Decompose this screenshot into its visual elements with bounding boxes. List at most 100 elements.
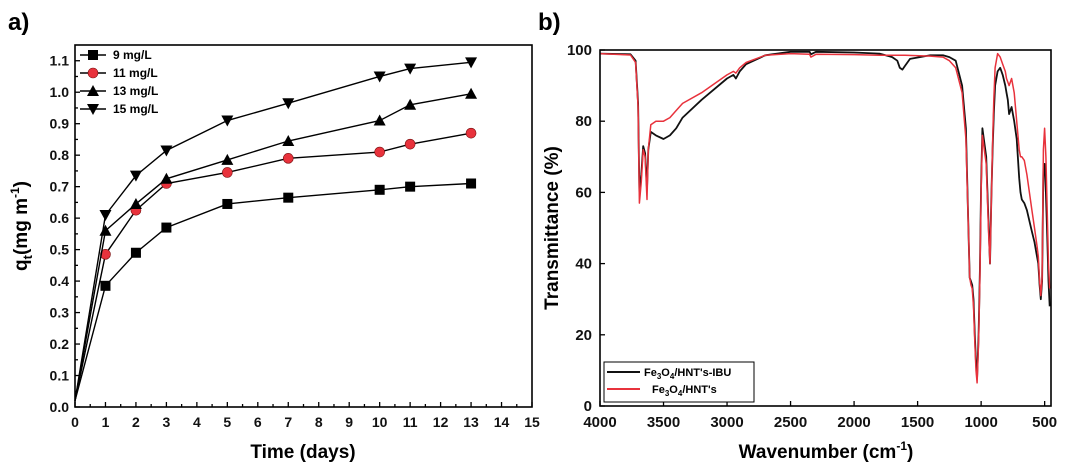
panel-a-y-tick-label: 0.6 <box>50 210 70 226</box>
panel-a-label: a) <box>8 9 29 36</box>
panel-b-legend-label: Fe3O4/HNT's <box>652 384 717 398</box>
panel-b-y-tick-label: 100 <box>567 42 592 59</box>
panel-b-plot-frame <box>599 49 1052 407</box>
panel-a-x-tick-label: 0 <box>71 414 79 430</box>
panel-b-x-tick-label: 1000 <box>964 414 997 431</box>
panel-b-x-tick-label: 4000 <box>583 414 616 431</box>
panel-b-ftir-spectrum: b) 4000 3500 3000 2500 2000 1500 1000 500 0 20 40 6… <box>538 9 1057 463</box>
panel-a-data-point <box>282 135 295 147</box>
panel-a-data-point <box>222 167 233 178</box>
panel-a-x-axis-title: Time (days) <box>250 442 355 463</box>
panel-a-y-tick-label: 0.7 <box>50 179 70 195</box>
panel-a-y-tick-label: 1.0 <box>50 84 70 100</box>
panel-b-x-tick-label: 3500 <box>647 414 680 431</box>
panel-a-y-tick-label: 0.1 <box>50 368 70 384</box>
panel-a-x-tick-label: 9 <box>345 414 353 430</box>
panel-a-x-tick-label: 12 <box>433 414 449 430</box>
panel-a-x-tick-label: 10 <box>372 414 388 430</box>
panel-b-ticks: 4000 3500 3000 2500 2000 1500 1000 500 0 20 40 60 80… <box>567 42 1057 431</box>
panel-b-legend-label: Fe3O4/HNT's-IBU <box>644 367 731 381</box>
panel-b-x-tick-label: 2500 <box>774 414 807 431</box>
panel-a-y-tick-label: 0.4 <box>50 273 70 289</box>
panel-a-data-point <box>465 87 478 99</box>
panel-a-y-tick-label: 0.8 <box>50 147 70 163</box>
panel-a-x-tick-label: 15 <box>524 414 540 430</box>
panel-a-legend-marker <box>87 67 99 79</box>
panel-b-legend-box <box>603 361 755 403</box>
panel-a-data-point <box>404 98 417 110</box>
panel-a-x-tick-label: 1 <box>102 414 110 430</box>
panel-a-data-point <box>466 178 477 189</box>
panel-b-y-tick-label: 20 <box>575 327 592 344</box>
panel-a-x-tick-label: 8 <box>315 414 323 430</box>
panel-b-series <box>599 50 1051 384</box>
panel-a-legend-label: 15 mg/L <box>113 102 158 116</box>
panel-a-data-point <box>160 172 173 184</box>
panel-a-series-line <box>74 182 472 401</box>
panel-a-series-1 <box>74 127 477 401</box>
panel-a-kinetics-chart: a) 0 1 2 3 4 5 6 7 8 9 10 11 12 13 14 150.00.10.20.30.4… <box>8 9 540 463</box>
panel-a-data-point <box>404 63 417 75</box>
panel-a-y-tick-label: 0.2 <box>50 336 70 352</box>
panel-a-data-point <box>465 127 477 139</box>
panel-b-y-tick-label: 80 <box>575 113 592 130</box>
panel-a-x-tick-label: 7 <box>284 414 292 430</box>
panel-a-x-tick-label: 4 <box>193 414 201 430</box>
panel-a-y-axis-title: qt(mg m-1) <box>8 181 35 271</box>
panel-a-y-tick-label: 0.9 <box>50 116 70 132</box>
panel-b-legend: Fe3O4/HNT's-IBU Fe3O4/HNT's <box>603 361 755 403</box>
panel-a-data-point <box>221 115 234 127</box>
panel-b-x-tick-label: 3000 <box>710 414 743 431</box>
panel-a-data-point <box>283 192 294 203</box>
panel-a-data-point <box>129 197 142 209</box>
panel-a-data-point <box>99 209 112 221</box>
panel-a-data-point <box>405 181 416 192</box>
panel-a-data-point <box>373 71 386 83</box>
panel-b-x-axis-title: Wavenumber (cm-1) <box>739 439 914 463</box>
panel-a-y-tick-label: 1.1 <box>50 53 70 69</box>
panel-a-legend-marker <box>88 50 98 60</box>
panel-a-x-tick-label: 14 <box>494 414 510 430</box>
panel-a-data-point <box>404 138 416 150</box>
panel-a-x-tick-label: 2 <box>132 414 140 430</box>
panel-b-x-tick-label: 2000 <box>837 414 870 431</box>
panel-b-y-tick-label: 40 <box>575 256 592 273</box>
panel-a-ticks: 0 1 2 3 4 5 6 7 8 9 10 11 12 13 14 150.00.10.20.30.40.5… <box>50 53 540 430</box>
panel-b-x-tick-label: 1500 <box>901 414 934 431</box>
panel-a-series <box>74 57 478 401</box>
panel-a-data-point <box>221 153 234 165</box>
panel-a-series-2 <box>74 87 478 401</box>
panel-a-legend: 9 mg/L 11 mg/L 13 mg/L 15 mg/L <box>80 48 158 116</box>
panel-a-x-tick-label: 3 <box>163 414 171 430</box>
panel-a-data-point <box>161 222 172 233</box>
panel-a-data-point <box>465 57 478 69</box>
panel-a-legend-label: 13 mg/L <box>113 84 158 98</box>
panel-a-series-3 <box>74 57 478 401</box>
panel-b-x-tick-label: 500 <box>1032 414 1057 431</box>
panel-a-data-point <box>373 114 386 126</box>
panel-a-x-tick-label: 11 <box>403 414 418 430</box>
panel-b-y-tick-label: 60 <box>575 184 592 201</box>
panel-a-data-point <box>100 280 111 291</box>
panel-a-data-point <box>282 98 295 110</box>
panel-b-spectrum-line-0 <box>599 50 1051 379</box>
panel-a-x-tick-label: 5 <box>223 414 231 430</box>
panel-a-data-point <box>282 153 294 164</box>
panel-a-plot-frame <box>74 44 533 408</box>
panel-a-data-point <box>129 170 142 182</box>
panel-a-legend-marker <box>87 104 99 115</box>
panel-b-y-axis-title: Transmittance (%) <box>542 146 563 310</box>
panel-a-series-0 <box>74 178 477 401</box>
panel-b-label: b) <box>538 9 561 36</box>
panel-a-y-tick-label: 0.3 <box>50 305 70 321</box>
panel-b-y-tick-label: 0 <box>584 398 592 415</box>
panel-a-data-point <box>374 146 385 158</box>
panel-a-y-tick-label: 0.5 <box>50 242 70 258</box>
panel-a-legend-label: 9 mg/L <box>113 48 152 62</box>
panel-b-spectrum-line-1 <box>599 52 1051 384</box>
panel-a-x-tick-label: 13 <box>463 414 479 430</box>
panel-a-legend-marker <box>87 85 99 96</box>
panel-a-data-point <box>100 249 111 260</box>
panel-a-data-point <box>160 145 173 157</box>
